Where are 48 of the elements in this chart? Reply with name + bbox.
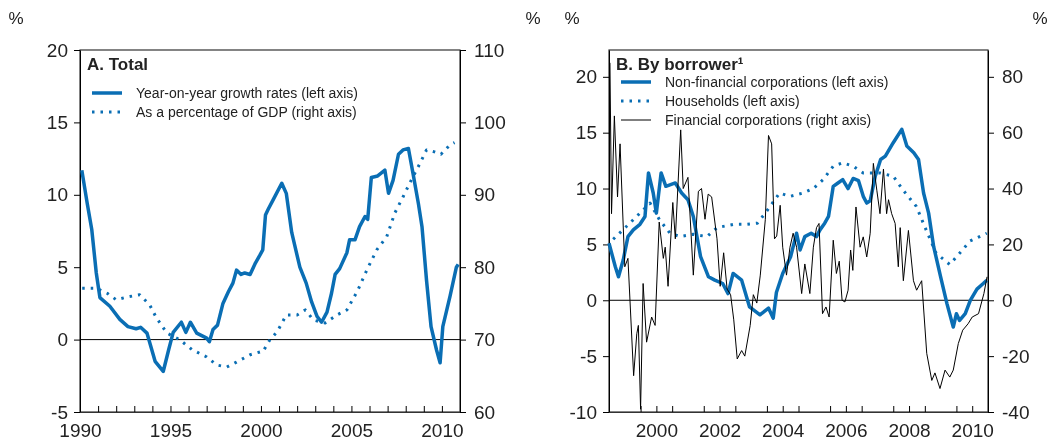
y2-tick-label: -20 [1002,345,1030,367]
y-tick-label: -10 [569,401,597,423]
y2-tick-label: 80 [474,256,496,278]
x-tick-label: 2010 [951,420,994,438]
y2-tick-label: 110 [474,39,505,61]
y-tick-label: 15 [46,111,68,133]
x-tick-label: 2008 [888,420,931,438]
y-tick-label: -5 [580,345,597,367]
legend-label: As a percentage of GDP (right axis) [136,104,357,120]
y2-axis-title: % [525,9,541,28]
y2-tick-label: 40 [1002,178,1024,200]
x-tick-label: 2000 [240,420,283,438]
y-tick-label: 10 [46,184,68,206]
y-axis-title: % [8,9,24,28]
y2-tick-label: 80 [1002,66,1024,88]
legend-label: Non-financial corporations (left axis) [665,74,889,90]
y2-tick-label: 70 [474,329,496,351]
legend-label: Households (left axis) [665,93,800,109]
y2-tick-label: 90 [474,184,496,206]
chart-title: A. Total [87,55,149,74]
chart-title: B. By borrower¹ [616,55,744,74]
y2-tick-label: 60 [1002,122,1024,144]
y2-axis-title: % [1032,9,1048,28]
y-tick-label: 10 [575,178,597,200]
legend-label: Year-on-year growth rates (left axis) [136,85,359,101]
y-tick-label: 5 [57,256,68,278]
y-tick-label: 20 [46,39,68,61]
x-tick-label: 2010 [421,420,464,438]
y-tick-label: 20 [575,66,597,88]
x-tick-label: 2002 [698,420,742,438]
x-tick-label: 2005 [330,420,374,438]
x-tick-label: 1995 [149,420,193,438]
y-tick-label: 5 [586,233,597,255]
y2-tick-label: 20 [1002,233,1024,255]
y2-tick-label: -40 [1002,401,1030,423]
y-tick-label: 0 [586,289,597,311]
y2-tick-label: 100 [474,111,506,133]
x-tick-label: 2006 [825,420,868,438]
legend-label: Financial corporations (right axis) [665,112,872,128]
y-axis-title: % [564,9,580,28]
y-tick-label: 15 [575,122,597,144]
x-tick-label: 1990 [59,420,102,438]
y2-tick-label: 0 [1002,289,1013,311]
y2-tick-label: 60 [474,401,496,423]
x-tick-label: 2000 [635,420,679,438]
y-tick-label: -5 [51,401,68,423]
x-tick-label: 2004 [762,420,805,438]
y-tick-label: 0 [57,329,68,351]
